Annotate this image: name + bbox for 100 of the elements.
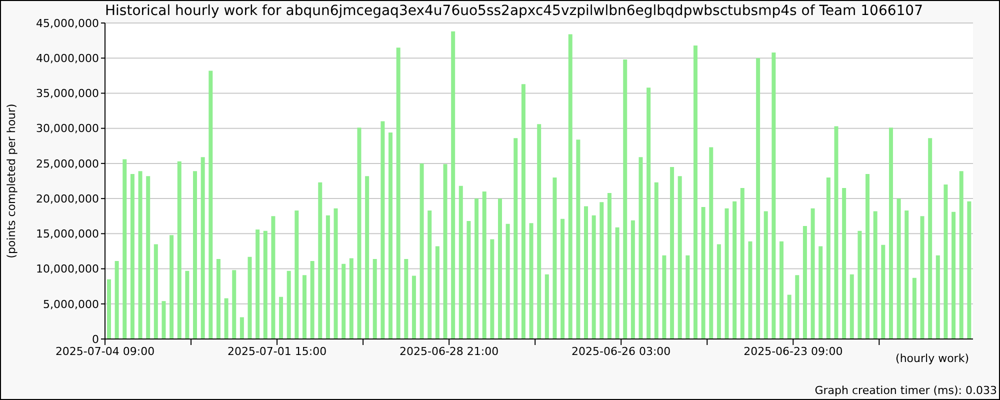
- text: Graph creation timer (ms): 0.033: [814, 384, 997, 397]
- bar: [678, 176, 682, 339]
- bar: [302, 275, 306, 339]
- bar: [600, 202, 604, 339]
- bar: [435, 246, 440, 339]
- y-tick-label: 5,000,000: [43, 298, 99, 311]
- bar: [944, 184, 948, 339]
- bar: [318, 182, 322, 339]
- bar: [193, 171, 198, 339]
- bar: [810, 208, 815, 339]
- bar: [506, 224, 510, 339]
- bar: [732, 201, 737, 339]
- bar: [552, 177, 557, 339]
- bar: [286, 270, 291, 339]
- y-tick-label: 10,000,000: [36, 262, 99, 276]
- bar: [240, 317, 244, 339]
- bar: [388, 132, 393, 339]
- bar: [514, 138, 518, 339]
- bar: [185, 270, 190, 339]
- bar: [404, 258, 408, 339]
- bar: [372, 258, 377, 339]
- bar: [326, 215, 330, 339]
- bar: [646, 88, 651, 339]
- bar: [896, 198, 901, 339]
- bar: [576, 140, 580, 339]
- bar: [443, 164, 448, 339]
- bar: [952, 212, 956, 339]
- bar: [888, 128, 893, 339]
- bar: [365, 176, 370, 339]
- bar: [701, 206, 706, 339]
- chart-title: Historical hourly work for abqun6jmcegaq3ex4u76uo5ss2apxc45vzpilwlbn6eglbqdpwbsctubsmp4s of Team 1066107: [105, 3, 923, 19]
- bar: [380, 121, 385, 339]
- bar: [780, 241, 784, 339]
- bar: [686, 255, 690, 339]
- bar: [756, 58, 760, 339]
- x-tick-label: 2025-07-01 15:00: [227, 344, 327, 358]
- bar: [850, 274, 854, 339]
- bar: [420, 163, 424, 339]
- x-tick-label: 2025-06-23 09:00: [744, 344, 843, 358]
- bar: [396, 48, 400, 339]
- y-tick-label: 35,000,000: [36, 87, 99, 100]
- bar: [630, 220, 635, 339]
- bar: [357, 128, 362, 339]
- bar: [834, 126, 838, 339]
- bar: [795, 275, 800, 339]
- bar: [342, 264, 346, 339]
- bar: [451, 31, 456, 339]
- bar: [772, 52, 776, 339]
- bar: [607, 192, 612, 339]
- bar: [936, 255, 940, 339]
- bar: [122, 159, 127, 339]
- bar: [623, 60, 628, 339]
- bar: [904, 210, 909, 339]
- bar: [537, 124, 542, 339]
- bar: [263, 230, 268, 339]
- bar: [959, 171, 964, 339]
- y-tick-label: 45,000,000: [36, 16, 99, 30]
- bar: [232, 270, 236, 339]
- bar: [654, 182, 658, 339]
- bar: [858, 230, 862, 339]
- bar: [146, 176, 150, 339]
- bar: [802, 226, 807, 339]
- y-tick-label: 20,000,000: [36, 192, 99, 206]
- bar: [216, 258, 220, 339]
- bar: [615, 227, 620, 339]
- bar: [716, 244, 721, 339]
- bar: [412, 276, 416, 339]
- bar: [474, 198, 479, 339]
- bar: [928, 138, 932, 339]
- bar: [482, 192, 486, 339]
- y-tick-label: 30,000,000: [36, 122, 99, 136]
- bar: [584, 206, 588, 339]
- y-tick-label: 0: [92, 332, 99, 346]
- y-tick-label: 40,000,000: [36, 52, 99, 66]
- y-axis-title: (points completed per hour): [4, 104, 18, 258]
- bar: [544, 274, 549, 339]
- y-tick-label: 15,000,000: [36, 228, 99, 241]
- bar: [662, 255, 666, 339]
- bar: [271, 216, 276, 339]
- bar: [912, 278, 916, 339]
- bar: [764, 211, 768, 339]
- bar: [818, 246, 823, 339]
- bar: [592, 215, 596, 339]
- bar: [709, 147, 714, 339]
- bar: [521, 84, 526, 339]
- bar: [920, 216, 924, 339]
- bar: [154, 244, 158, 339]
- bar: [693, 45, 698, 339]
- bar: [279, 296, 284, 339]
- bar: [428, 210, 432, 339]
- bar: [842, 188, 846, 339]
- bar: [294, 210, 299, 339]
- bar: [787, 294, 792, 339]
- bar: [826, 177, 830, 339]
- bar: [114, 261, 119, 339]
- x-tick-label: 2025-07-04 09:00: [55, 344, 155, 358]
- x-tick-label: 2025-06-26 03:00: [572, 344, 671, 358]
- bar: [498, 198, 502, 339]
- bar: [224, 298, 228, 339]
- bar: [458, 186, 463, 339]
